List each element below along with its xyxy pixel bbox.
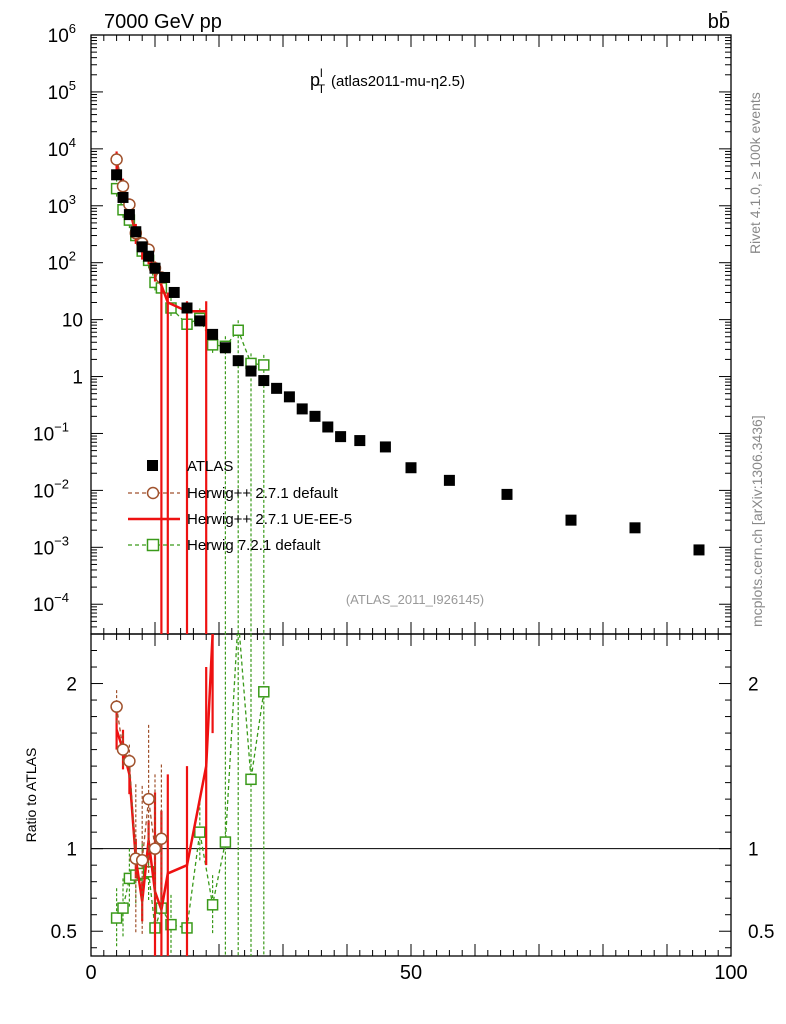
point-atlas [443, 474, 455, 486]
point-atlas [181, 302, 193, 314]
ratio-point-h7-default [206, 899, 219, 911]
ratio-point-h7-default [258, 686, 270, 698]
y-tick-label: 10−2 [33, 476, 69, 502]
reference-label: (ATLAS_2011_I926145) [346, 592, 484, 607]
y-tick-label: 106 [48, 21, 76, 47]
point-atlas [149, 262, 161, 274]
point-atlas [258, 375, 270, 387]
ratio-y-tick-label: 0.5 [51, 922, 77, 943]
ratio-point-h7-default [165, 918, 177, 931]
x-tick-label: 50 [400, 962, 422, 984]
point-atlas [283, 391, 295, 403]
process-label: bb̄ [708, 10, 730, 33]
point-atlas [219, 342, 231, 354]
legend-marker-h7-default [146, 538, 160, 552]
point-atlas [693, 544, 705, 556]
ratio-point-h7-default [245, 773, 257, 786]
point-atlas [309, 410, 321, 422]
point-h7-default [232, 324, 244, 337]
point-atlas [629, 522, 641, 534]
series-line-hpp-default [115, 159, 162, 278]
point-atlas [405, 462, 417, 474]
point-atlas [159, 271, 171, 283]
point-atlas [194, 315, 206, 327]
point-atlas [168, 286, 180, 298]
ratio-point-hpp-default [135, 853, 149, 867]
point-atlas [501, 488, 513, 500]
point-atlas [335, 431, 347, 443]
point-atlas [143, 250, 155, 262]
legend-label-hpp-default: Herwig++ 2.7.1 default [187, 485, 339, 502]
ratio-y-tick-label-right: 2 [748, 675, 759, 696]
ratio-y-tick-label: 1 [66, 840, 77, 861]
legend-label-atlas: ATLAS [187, 458, 233, 475]
legend-label-hpp-ueee5: Herwig++ 2.7.1 UE-EE-5 [187, 511, 352, 528]
ratio-y-tick-label: 2 [66, 675, 77, 696]
point-atlas [111, 169, 123, 181]
point-atlas [207, 328, 219, 340]
ratio-line-hpp-ueee5 [115, 634, 214, 915]
main-series-layer [110, 151, 705, 634]
ratio-y-tick-label-right: 1 [748, 840, 759, 861]
point-atlas [232, 355, 244, 367]
point-atlas [322, 421, 334, 433]
point-atlas [130, 226, 142, 238]
legend-entry-hpp-ueee5: Herwig++ 2.7.1 UE-EE-5 [128, 511, 352, 528]
y-tick-label: 10−1 [33, 419, 69, 445]
ratio-point-h7-default [117, 902, 129, 914]
ratio-point-h7-default [194, 826, 206, 838]
ratio-point-hpp-default [110, 700, 123, 713]
y-tick-label: 105 [48, 78, 76, 104]
y-tick-label: 102 [48, 249, 76, 275]
ratio-point-h7-default [219, 836, 232, 848]
point-atlas [271, 382, 283, 394]
legend-marker-hpp-default [146, 486, 160, 500]
legend-marker-atlas [147, 460, 158, 471]
point-h7-default [258, 359, 270, 371]
ratio-series-layer [110, 634, 270, 956]
plot-title: pl T (atlas2011-mu-η2.5) [310, 66, 465, 96]
x-tick-label: 0 [85, 962, 96, 984]
y-tick-label: 10−3 [33, 533, 69, 559]
x-tick-label: 100 [714, 962, 747, 984]
energy-label: 7000 GeV pp [104, 11, 222, 33]
legend-entry-atlas: ATLAS [147, 458, 233, 475]
mcplots-label: mcplots.cern.ch [arXiv:1306.3436] [749, 415, 765, 627]
ratio-point-hpp-default [116, 743, 130, 756]
point-atlas [136, 241, 148, 253]
ratio-y-axis-label: Ratio to ATLAS [23, 748, 39, 843]
ratio-point-hpp-default [155, 832, 168, 846]
legend-label-h7-default: Herwig 7.2.1 default [187, 537, 321, 554]
y-tick-label: 104 [48, 135, 76, 161]
point-atlas [245, 365, 257, 377]
point-atlas [379, 441, 391, 453]
point-atlas [123, 209, 135, 221]
point-atlas [354, 435, 366, 447]
legend-entry-h7-default: Herwig 7.2.1 default [128, 537, 321, 554]
legend: ATLAS Herwig++ 2.7.1 default Herwig++ 2.… [128, 458, 352, 554]
point-h7-default [206, 339, 219, 351]
y-tick-label: 10−4 [33, 590, 69, 616]
ratio-point-hpp-default [142, 792, 155, 806]
ratio-point-hpp-default [123, 754, 136, 768]
series-line-h7-default [115, 188, 264, 366]
point-atlas [565, 514, 577, 526]
y-tick-label: 1 [72, 368, 83, 389]
rivet-version-label: Rivet 4.1.0, ≥ 100k events [747, 92, 763, 254]
y-tick-label: 10 [62, 311, 83, 332]
point-hpp-default [110, 153, 123, 166]
ratio-point-h7-default [110, 912, 123, 924]
point-hpp-default [116, 180, 130, 193]
ratio-y-tick-label-right: 0.5 [748, 922, 774, 943]
legend-entry-hpp-default: Herwig++ 2.7.1 default [128, 485, 339, 502]
y-tick-label: 103 [48, 192, 76, 218]
point-atlas [296, 403, 308, 415]
point-atlas [117, 191, 129, 203]
ratio-point-hpp-default [148, 842, 162, 855]
